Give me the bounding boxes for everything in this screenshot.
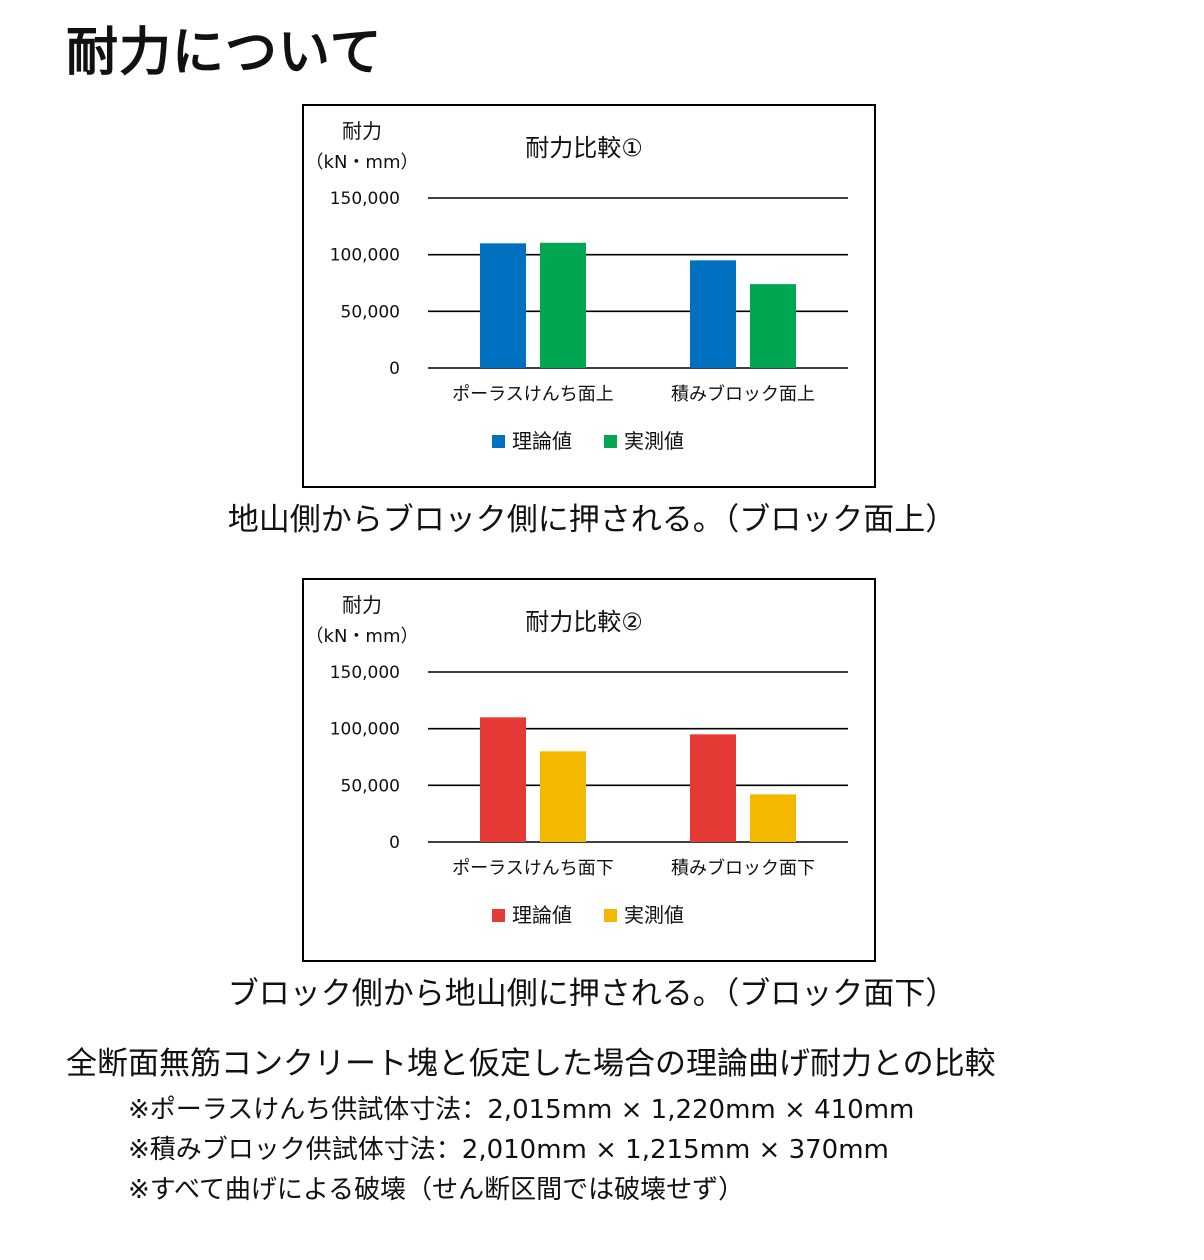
chart-1-bar-実測値-1 (750, 284, 796, 368)
chart-2-legend-swatch-0 (492, 909, 505, 922)
note-porous-dimensions: ※ポーラスけんち供試体寸法：2,015mm × 1,220mm × 410mm (128, 1095, 915, 1125)
chart-1-ylabel: 耐力 (342, 119, 382, 143)
chart-1-bar-理論値-0 (480, 243, 526, 368)
chart-2-bar-実測値-1 (750, 794, 796, 842)
chart-2: 耐力 （kN・mm） 耐力比較② 0 50,000 100,000 150,000 ポーラスけ… (302, 578, 876, 962)
conclusion-text: 全断面無筋コンクリート塊と仮定した場合の理論曲げ耐力との比較 (66, 1046, 996, 1082)
chart-2-category-label-1: 積みブロック面下 (671, 857, 815, 879)
chart-1-legend-swatch-1 (604, 435, 617, 448)
chart-1-bar-理論値-1 (690, 260, 736, 368)
chart-1-bar-実測値-0 (540, 242, 586, 368)
chart-1-legend-label-1: 実測値 (624, 429, 684, 453)
chart-1-ytick-label-0: 0 (389, 359, 400, 379)
chart-1-category-label-0: ポーラスけんち面上 (452, 384, 614, 405)
chart-1-ytick-label-2: 100,000 (330, 246, 400, 266)
chart-1-caption: 地山側からブロック側に押される。（ブロック面上） (227, 502, 957, 538)
chart-2-legend-swatch-1 (604, 909, 617, 922)
chart-1-title: 耐力比較① (525, 134, 643, 162)
chart-2-ytick-label-1: 50,000 (341, 776, 400, 796)
chart-2-ytick-label-3: 150,000 (330, 663, 400, 683)
note-block-dimensions: ※積みブロック供試体寸法：2,010mm × 1,215mm × 370mm (128, 1135, 889, 1165)
chart-2-category-label-0: ポーラスけんち面下 (452, 858, 614, 879)
chart-1-ytick-label-1: 50,000 (341, 302, 400, 322)
chart-2-title: 耐力比較② (525, 608, 643, 636)
chart-2-ytick-label-2: 100,000 (330, 720, 400, 740)
page-title: 耐力について (66, 23, 383, 83)
chart-2-caption: ブロック側から地山側に押される。（ブロック面下） (227, 976, 957, 1012)
chart-2-legend-label-1: 実測値 (624, 903, 684, 927)
notes: ※ポーラスけんち供試体寸法：2,015mm × 1,220mm × 410mm … (128, 1090, 914, 1210)
chart-2-ytick-label-0: 0 (389, 833, 400, 853)
chart-2-bar-理論値-1 (690, 734, 736, 842)
chart-2-ylabel: 耐力 (342, 593, 382, 617)
chart-2-bar-理論値-0 (480, 717, 526, 842)
chart-2-bar-実測値-0 (540, 751, 586, 842)
chart-1-ytick-label-3: 150,000 (330, 189, 400, 209)
chart-1-legend-swatch-0 (492, 435, 505, 448)
chart-2-legend-label-0: 理論値 (512, 903, 572, 927)
chart-2-yunit: （kN・mm） (306, 626, 419, 647)
chart-1-category-label-1: 積みブロック面上 (671, 383, 815, 405)
chart-1-svg: 耐力 （kN・mm） 耐力比較① 0 50,000 100,000 150,000 ポーラスけ… (306, 119, 848, 453)
chart-1-yunit: （kN・mm） (306, 152, 419, 173)
chart-1: 耐力 （kN・mm） 耐力比較① 0 50,000 100,000 150,000 ポーラスけ… (302, 104, 876, 488)
chart-1-legend-label-0: 理論値 (512, 429, 572, 453)
note-failure-mode: ※すべて曲げによる破壊（せん断区間では破壊せず） (128, 1175, 745, 1205)
chart-2-svg: 耐力 （kN・mm） 耐力比較② 0 50,000 100,000 150,000 ポーラスけ… (306, 593, 848, 927)
